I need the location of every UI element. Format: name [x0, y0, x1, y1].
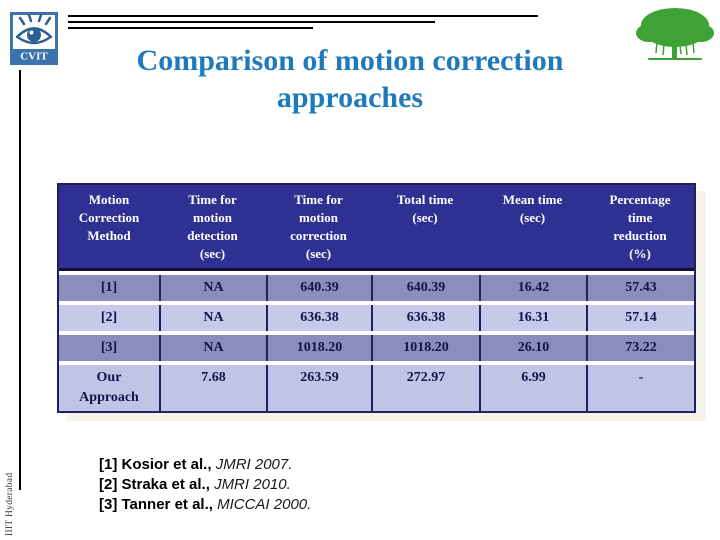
- cell-total: 636.38: [371, 305, 479, 331]
- cell-total: 1018.20: [371, 335, 479, 361]
- reference-citation: [1] Kosior et al.,: [99, 456, 212, 473]
- table-row: [3] NA 1018.20 1018.20 26.10 73.22: [59, 335, 694, 361]
- col-header-detection-time: Time for motion detection (sec): [187, 192, 238, 261]
- table-row: [1] NA 640.39 640.39 16.42 57.43: [59, 275, 694, 301]
- col-header-mean-time: Mean time (sec): [502, 192, 563, 225]
- header-rule-bottom: [68, 27, 313, 29]
- comparison-table: Motion Correction Method Time for motion…: [57, 183, 696, 413]
- cell-detection: NA: [159, 335, 266, 361]
- cell-correction: 640.39: [266, 275, 371, 301]
- cell-detection: NA: [159, 275, 266, 301]
- cell-total: 640.39: [371, 275, 479, 301]
- cell-correction: 263.59: [266, 365, 371, 411]
- cell-reduction: 73.22: [586, 335, 694, 361]
- table-header-row: Motion Correction Method Time for motion…: [59, 185, 694, 271]
- cell-method: [2]: [59, 305, 159, 331]
- cell-method: [3]: [59, 335, 159, 361]
- cvit-logo-text: CVIT: [20, 51, 48, 63]
- references: [1] Kosior et al., JMRI 2007. [2] Straka…: [99, 455, 311, 515]
- cell-reduction: -: [586, 365, 694, 411]
- eye-icon: CVIT: [10, 12, 58, 65]
- cell-correction: 636.38: [266, 305, 371, 331]
- cell-detection: 7.68: [159, 365, 266, 411]
- cell-method: [1]: [59, 275, 159, 301]
- cell-mean: 6.99: [479, 365, 586, 411]
- cell-mean: 16.31: [479, 305, 586, 331]
- reference-venue: MICCAI 2000.: [217, 496, 312, 513]
- col-header-method: Motion Correction Method: [78, 192, 140, 243]
- cell-correction: 1018.20: [266, 335, 371, 361]
- cell-total: 272.97: [371, 365, 479, 411]
- header-rule-top: [68, 15, 538, 17]
- reference-venue: JMRI 2010.: [214, 476, 291, 493]
- reference-citation: [2] Straka et al.,: [99, 476, 210, 493]
- reference-venue: JMRI 2007.: [215, 456, 293, 473]
- slide-title: Comparison of motion correction approach…: [136, 44, 564, 114]
- left-vertical-rule: [19, 70, 21, 490]
- banyan-tree-icon: [630, 4, 720, 70]
- col-header-correction-time: Time for motion correction (sec): [290, 192, 347, 261]
- cell-method: Our Approach: [59, 365, 159, 411]
- cvit-logo: CVIT: [10, 12, 58, 65]
- cell-mean: 26.10: [479, 335, 586, 361]
- reference-item: [3] Tanner et al., MICCAI 2000.: [99, 495, 311, 515]
- institute-side-text: IIIT Hyderabad: [5, 472, 15, 536]
- table-row: [2] NA 636.38 636.38 16.31 57.14: [59, 305, 694, 331]
- table-row-our-approach: Our Approach 7.68 263.59 272.97 6.99 -: [59, 365, 694, 411]
- col-header-total-time: Total time (sec): [396, 192, 454, 225]
- reference-item: [2] Straka et al., JMRI 2010.: [99, 475, 311, 495]
- reference-item: [1] Kosior et al., JMRI 2007.: [99, 455, 311, 475]
- header-rule-middle: [68, 21, 435, 23]
- cell-mean: 16.42: [479, 275, 586, 301]
- cell-reduction: 57.14: [586, 305, 694, 331]
- cell-detection: NA: [159, 305, 266, 331]
- reference-citation: [3] Tanner et al.,: [99, 496, 213, 513]
- cell-reduction: 57.43: [586, 275, 694, 301]
- col-header-percentage-reduction: Percentage time reduction (%): [609, 192, 671, 261]
